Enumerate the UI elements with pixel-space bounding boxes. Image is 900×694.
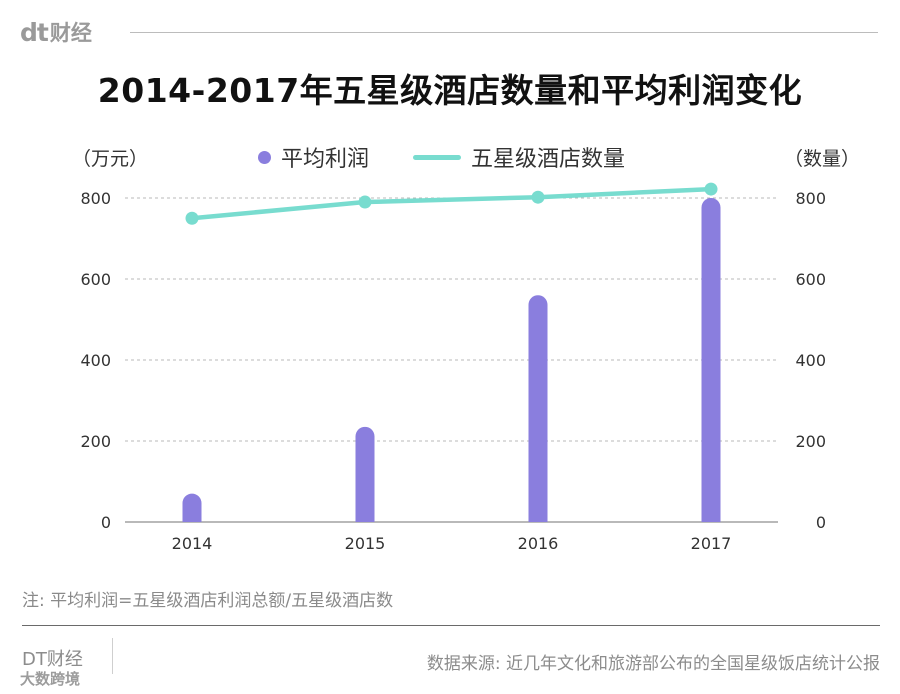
y-tick-label-left: 400	[80, 351, 111, 370]
bar-2015	[355, 426, 375, 522]
y-tick-label-left: 0	[101, 513, 111, 532]
data-source: 数据来源: 近几年文化和旅游部公布的全国星级饭店统计公报	[426, 654, 880, 674]
brand-mark: dt	[20, 17, 49, 47]
x-tick-label: 2015	[345, 534, 386, 553]
hotel-count-point-2016	[531, 190, 545, 204]
hotel-count-point-2015	[358, 195, 372, 209]
bottom-divider	[22, 625, 880, 626]
legend-item-profit: 平均利润	[258, 141, 369, 173]
y-tick-label-left: 200	[80, 432, 111, 451]
brand-logo: dt 财经	[20, 14, 92, 50]
y-tick-label-right: 400	[795, 351, 826, 370]
legend: 平均利润 五星级酒店数量	[258, 141, 625, 173]
hotel-count-line	[189, 186, 714, 221]
legend-item-hotel-count: 五星级酒店数量	[413, 141, 625, 173]
y-tick-label-right: 200	[795, 432, 826, 451]
chart-plot-area: 0 200 400 600 800 0 200 400 600 800 2014 2015 2016 20…	[80, 182, 826, 553]
hotel-count-point-2014	[185, 211, 199, 225]
footer-brand: DT财经	[22, 649, 83, 670]
chart-title: 2014-2017年五星级酒店数量和平均利润变化	[97, 71, 803, 110]
footnote: 注: 平均利润=五星级酒店利润总额/五星级酒店数	[22, 591, 394, 611]
y-tick-label-right: 600	[795, 270, 826, 289]
footer-watermark: 大数跨境	[20, 670, 81, 688]
bar-2017	[701, 198, 721, 522]
top-divider	[130, 32, 878, 33]
legend-label-hotel-count: 五星级酒店数量	[471, 147, 626, 172]
x-tick-label: 2016	[518, 534, 559, 553]
left-axis-unit: （万元）	[72, 148, 149, 170]
brand-name: 财经	[49, 21, 92, 45]
y-tick-label-left: 600	[80, 270, 111, 289]
bar-2016	[528, 295, 548, 522]
y-tick-label-left: 800	[80, 189, 111, 208]
right-axis-unit: （数量）	[784, 148, 861, 170]
bar-2014	[182, 493, 202, 522]
x-tick-label: 2017	[691, 534, 732, 553]
y-tick-label-right: 0	[816, 513, 826, 532]
footer-separator	[112, 638, 113, 674]
y-tick-label-right: 800	[795, 189, 826, 208]
hotel-count-point-2017	[704, 182, 718, 196]
legend-swatch-profit	[258, 150, 271, 164]
legend-swatch-hotel-count	[413, 154, 462, 160]
x-tick-label: 2014	[172, 534, 213, 553]
legend-label-profit: 平均利润	[281, 147, 370, 172]
